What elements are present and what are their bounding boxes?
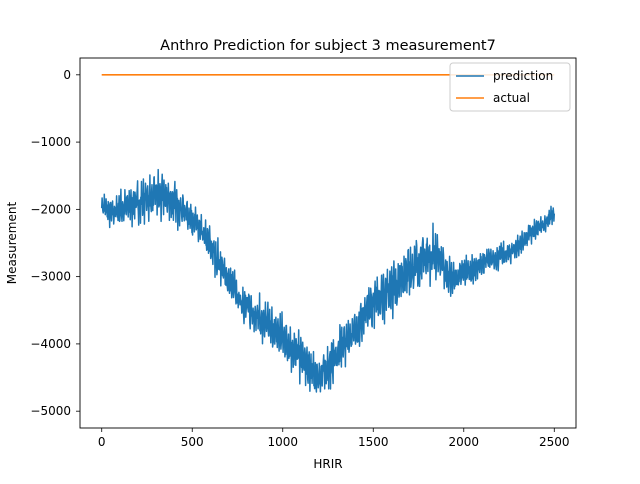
x-tick-label: 500 — [181, 435, 204, 449]
x-tick-label: 1000 — [267, 435, 298, 449]
chart-title: Anthro Prediction for subject 3 measurem… — [160, 38, 496, 54]
ticks-layer: 0 500 1000 1500 2000 2500 0 −1000 −2000 −3000 −400… — [30, 68, 569, 449]
y-tick-label: −3000 — [30, 270, 71, 284]
y-tick-label: −5000 — [30, 404, 71, 418]
legend-box — [449, 62, 571, 112]
x-tick-label: 2500 — [539, 435, 570, 449]
y-tick-label: −2000 — [30, 202, 71, 216]
x-tick-label: 0 — [98, 435, 106, 449]
axes-frame — [79, 57, 577, 429]
x-axis-label: HRIR — [313, 457, 342, 471]
y-tick-label: −4000 — [30, 337, 71, 351]
plot-area: 0 500 1000 1500 2000 2500 0 −1000 −2000 −3000 −400… — [30, 57, 577, 449]
y-axis-label: Measurement — [5, 202, 19, 285]
x-tick-label: 2000 — [448, 435, 479, 449]
legend-label-actual: actual — [493, 91, 530, 105]
legend-label-prediction: prediction — [493, 69, 553, 83]
y-tick-label: −1000 — [30, 135, 71, 149]
x-tick-label: 1500 — [358, 435, 389, 449]
series-line-prediction — [100, 168, 556, 393]
y-tick-label: 0 — [63, 68, 71, 82]
legend: prediction actual — [449, 62, 571, 112]
